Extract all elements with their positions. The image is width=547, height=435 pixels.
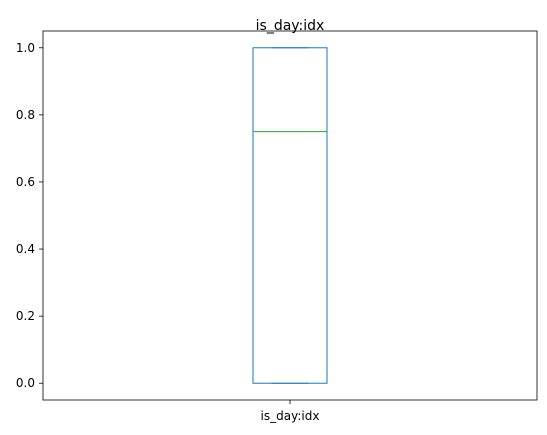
y-tick-label: 0.2 [16,309,35,323]
y-tick-label: 0.8 [16,108,35,122]
box-body [252,47,328,384]
x-tick-label: is_day:idx [261,409,320,423]
plot-area-frame [42,30,538,401]
x-axis: is_day:idx [261,400,320,423]
boxes-group [252,47,328,384]
y-axis: 0.0 0.2 0.4 0.6 0.8 1.0 [16,41,43,390]
y-tick-label: 0.4 [16,242,35,256]
y-tick-label: 0.0 [16,376,35,390]
y-tick-label: 0.6 [16,175,35,189]
y-tick-label: 1.0 [16,41,35,55]
chart-title: is_day:idx [256,18,325,34]
